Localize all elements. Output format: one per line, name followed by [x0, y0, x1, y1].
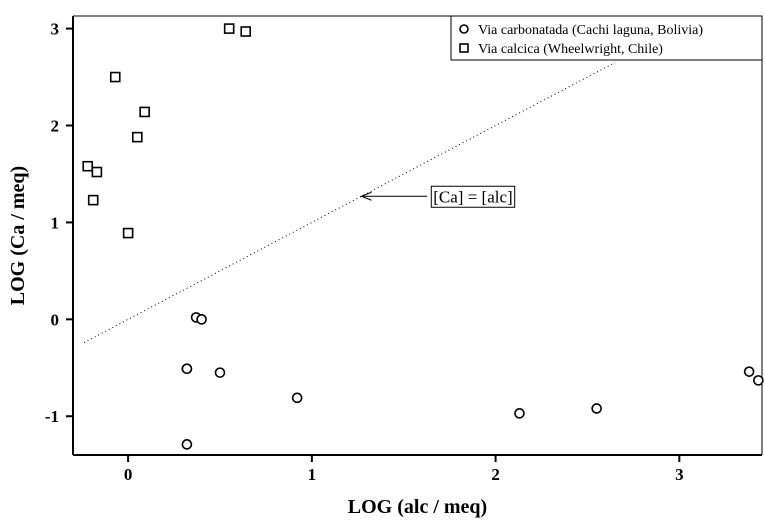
legend-items: Via carbonatada (Cachi laguna, Bolivia) V… — [459, 23, 703, 57]
x-tick-label: 3 — [675, 465, 684, 484]
data-points-layer — [82, 23, 764, 450]
legend-label: Via carbonatada (Cachi laguna, Bolivia) — [478, 23, 703, 38]
y-axis-title: LOG (Ca / meq) — [7, 166, 29, 305]
data-point-square — [139, 106, 150, 118]
axis-ticks-layer: 0 1 2 3 -1 0 1 2 3 — [45, 20, 684, 484]
data-point-square — [82, 160, 93, 172]
reference-line-layer — [83, 62, 616, 344]
data-point-square — [240, 26, 252, 37]
data-point-square — [223, 23, 235, 34]
data-point-circle — [291, 392, 303, 404]
reference-line — [83, 62, 616, 344]
x-tick-label: 1 — [308, 465, 317, 484]
data-point-circle — [181, 439, 193, 450]
legend-marker-square — [459, 43, 469, 53]
data-point-square — [132, 131, 143, 143]
annotation: [Ca] = [alc] — [360, 185, 516, 208]
data-point-square — [109, 71, 121, 83]
data-point-circle — [214, 367, 226, 378]
plot-frame — [72, 15, 763, 456]
y-tick-label: 0 — [51, 310, 60, 329]
legend-label: Via calcica (Wheelwright, Chile) — [478, 42, 663, 57]
legend-box — [450, 15, 763, 61]
data-point-circle — [591, 403, 602, 414]
data-point-circle — [196, 314, 207, 325]
annotation-label: [Ca] = [alc] — [433, 187, 512, 206]
y-tick-label: 2 — [51, 117, 60, 136]
x-tick-label: 2 — [491, 465, 500, 484]
legend: Via carbonatada (Cachi laguna, Bolivia) V… — [450, 15, 763, 61]
y-tick-label: 3 — [51, 20, 60, 39]
data-point-circle — [181, 363, 193, 375]
y-tick-label: 1 — [51, 213, 60, 232]
data-point-circle — [753, 375, 764, 386]
data-point-square — [91, 166, 103, 178]
x-axis-title: LOG (alc / meq) — [348, 496, 487, 518]
data-point-circle — [514, 408, 525, 419]
annotation-arrowhead — [360, 191, 372, 201]
y-tick-label: -1 — [45, 407, 59, 426]
data-point-square — [87, 194, 99, 206]
legend-marker-circle — [459, 24, 469, 34]
data-point-circle — [743, 366, 755, 377]
data-point-square — [122, 227, 134, 239]
annotation-box — [430, 185, 516, 208]
x-tick-label: 0 — [124, 465, 133, 484]
